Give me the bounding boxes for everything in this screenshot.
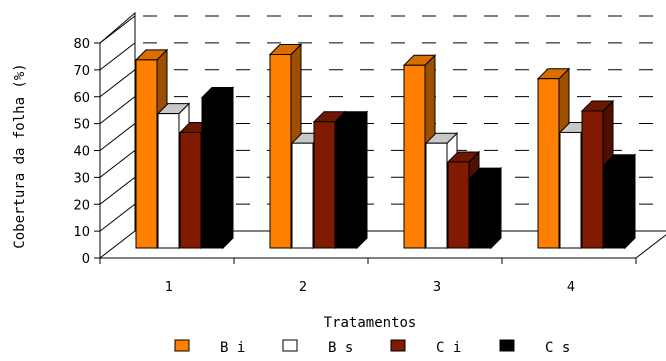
x-tick-label: 2 bbox=[299, 280, 307, 295]
bar-front bbox=[135, 59, 158, 249]
y-depth-line bbox=[99, 230, 136, 259]
y-depth-line bbox=[99, 69, 136, 98]
bar-front bbox=[537, 78, 560, 249]
legend-label: B i bbox=[220, 340, 245, 356]
y-axis-title: Cobertura da folha (%) bbox=[12, 63, 28, 248]
bar bbox=[334, 110, 369, 250]
x-tick-label: 4 bbox=[567, 280, 575, 295]
legend-swatch bbox=[390, 339, 406, 352]
bar bbox=[602, 153, 637, 250]
legend-label: B s bbox=[328, 340, 353, 356]
bar-front bbox=[335, 121, 358, 249]
left-wall bbox=[99, 11, 136, 258]
y-tick-label: 30 bbox=[73, 171, 90, 186]
y-tick-label: 70 bbox=[73, 64, 90, 79]
bar-front bbox=[603, 164, 626, 249]
bar-front bbox=[291, 142, 314, 249]
bar-side bbox=[490, 166, 502, 250]
bar-front bbox=[403, 64, 426, 249]
legend-swatch bbox=[499, 339, 515, 352]
y-tick-label: 20 bbox=[73, 198, 90, 213]
x-axis-title: Tratamentos bbox=[324, 315, 417, 331]
y-depth-line bbox=[99, 42, 136, 71]
bar-side bbox=[624, 153, 636, 250]
bar-front bbox=[447, 161, 470, 249]
bar-side bbox=[356, 110, 368, 250]
y-tick-label: 80 bbox=[73, 37, 90, 52]
bar-front bbox=[157, 113, 180, 249]
y-axis-ticks: 0 10 20 30 40 50 60 70 80 bbox=[73, 15, 136, 267]
legend-swatch bbox=[174, 339, 190, 352]
bar-front bbox=[201, 97, 224, 249]
y-depth-line bbox=[99, 203, 136, 232]
legend-label: C i bbox=[436, 340, 461, 356]
x-axis-ticks: 1 2 3 4 bbox=[99, 258, 637, 295]
y-tick-label: 50 bbox=[73, 118, 90, 133]
bar bbox=[468, 166, 503, 250]
y-depth-line bbox=[99, 123, 136, 151]
y-tick-label: 40 bbox=[73, 145, 90, 160]
legend-label: C s bbox=[545, 340, 570, 356]
legend-swatch bbox=[282, 339, 298, 352]
bar-front bbox=[425, 142, 448, 249]
bar-front bbox=[269, 54, 292, 249]
y-depth-line bbox=[99, 96, 136, 125]
bar-front bbox=[559, 131, 582, 249]
bar bbox=[200, 86, 235, 250]
bar-side bbox=[222, 86, 234, 250]
bar-front bbox=[469, 177, 492, 249]
y-depth-line bbox=[99, 149, 136, 178]
y-depth-line bbox=[99, 176, 136, 205]
x-tick-label: 3 bbox=[433, 280, 441, 295]
bar-front bbox=[581, 110, 604, 249]
bar-front bbox=[313, 121, 336, 249]
bars bbox=[134, 43, 637, 250]
y-tick-label: 10 bbox=[73, 225, 90, 240]
y-tick-label: 60 bbox=[73, 91, 90, 106]
y-tick-label: 0 bbox=[82, 252, 90, 267]
bar-front bbox=[179, 131, 202, 249]
y-depth-line bbox=[99, 15, 136, 44]
x-tick-label: 1 bbox=[165, 280, 173, 295]
